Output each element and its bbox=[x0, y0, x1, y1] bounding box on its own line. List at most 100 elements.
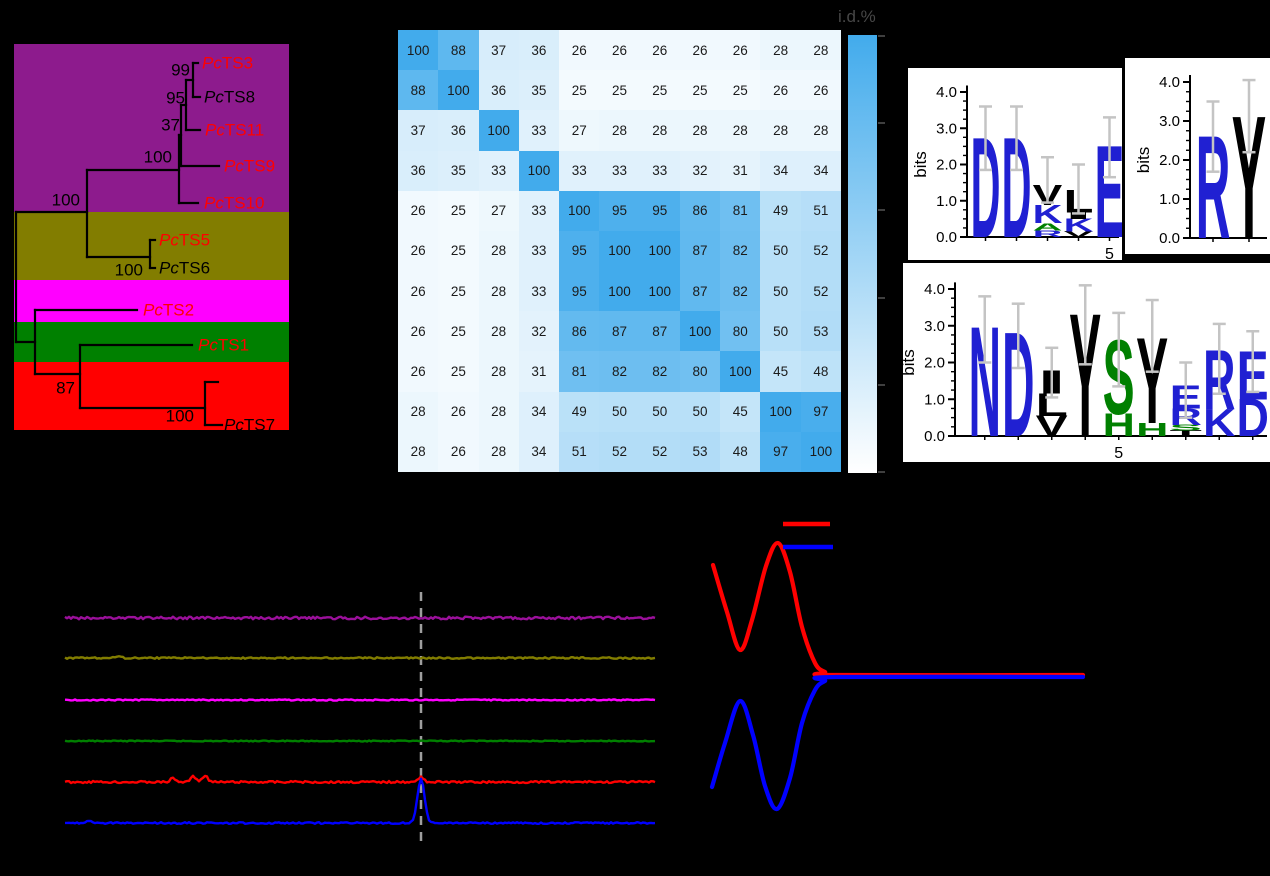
heatmap-cell: 100 bbox=[760, 391, 801, 432]
heatmap-cell: 36 bbox=[518, 30, 560, 71]
heatmap-cell: 33 bbox=[639, 150, 680, 191]
heatmap-cell: 52 bbox=[639, 431, 680, 472]
heatmap-cell: 34 bbox=[518, 391, 560, 432]
colorbar-tick bbox=[878, 471, 885, 473]
logo-letter: V bbox=[1064, 230, 1095, 239]
logo-letter: K bbox=[1033, 200, 1063, 229]
logo-letter: D bbox=[1237, 388, 1269, 448]
colorbar-tick bbox=[878, 122, 885, 125]
heatmap-cell: 25 bbox=[599, 70, 640, 111]
heatmap-cell: 28 bbox=[398, 431, 439, 472]
heatmap-cell: 53 bbox=[800, 311, 841, 352]
heatmap-cell: 26 bbox=[720, 30, 761, 71]
heatmap-cell: 86 bbox=[679, 190, 721, 231]
heatmap-cell: 52 bbox=[599, 431, 640, 472]
clade-magenta bbox=[14, 280, 289, 322]
heatmap-cell: 49 bbox=[559, 391, 600, 432]
heatmap-cell: 52 bbox=[800, 271, 841, 312]
heatmap-cell: 100 bbox=[478, 110, 519, 151]
heatmap-cell: 37 bbox=[398, 110, 439, 151]
heatmap-cell: 26 bbox=[398, 230, 439, 272]
heatmap-cell: 49 bbox=[760, 190, 801, 231]
heatmap-cell: 33 bbox=[518, 190, 560, 231]
trace-green bbox=[64, 739, 656, 743]
heatmap-cell: 50 bbox=[679, 391, 721, 432]
logo-ytick-label: 1.0 bbox=[924, 391, 945, 408]
heatmap-cell: 36 bbox=[478, 70, 519, 111]
tree-tip-label: PcTS9 bbox=[224, 156, 276, 176]
heatmap-cell: 28 bbox=[599, 110, 640, 151]
heatmap-cell: 35 bbox=[438, 150, 479, 191]
heatmap-cell: 28 bbox=[760, 110, 801, 151]
heatmap-cell: 28 bbox=[800, 30, 841, 71]
logo-ytick-label: 2.0 bbox=[936, 157, 957, 174]
logo-ytick-label: 1.0 bbox=[1159, 191, 1180, 208]
heatmap-cell: 100 bbox=[720, 351, 761, 392]
sequence-logo-3: 0.01.02.03.04.0bitsNDVLIYHSHYTSREKRDE5 bbox=[903, 263, 1270, 462]
heatmap-cell: 50 bbox=[639, 391, 680, 432]
heatmap-cell: 25 bbox=[438, 271, 479, 312]
heatmap-cell: 100 bbox=[518, 150, 560, 191]
heatmap-cell: 52 bbox=[800, 230, 841, 272]
tree-tip-label: PcTS5 bbox=[159, 230, 211, 250]
heatmap-cell: 82 bbox=[720, 230, 761, 272]
colorbar-gradient bbox=[848, 35, 877, 473]
heatmap-cell: 100 bbox=[398, 30, 439, 71]
tree-tip-label: PcTS7 bbox=[224, 415, 276, 431]
logo-letter: R bbox=[1033, 229, 1063, 239]
heatmap-cell: 50 bbox=[760, 311, 801, 352]
heatmap-cell: 26 bbox=[800, 70, 841, 111]
heatmap-cell: 45 bbox=[760, 351, 801, 392]
heatmap-cell: 26 bbox=[760, 70, 801, 111]
heatmap-cell: 32 bbox=[679, 150, 721, 191]
heatmap-cell: 27 bbox=[559, 110, 600, 151]
heatmap-cell: 51 bbox=[800, 190, 841, 231]
heatmap-cell: 95 bbox=[639, 190, 680, 231]
heatmap-cell: 53 bbox=[679, 431, 721, 472]
heatmap-cell: 26 bbox=[398, 271, 439, 312]
heatmap-cell: 82 bbox=[599, 351, 640, 392]
curve-blue bbox=[709, 674, 1086, 812]
tree-tip-label: PcTS11 bbox=[205, 120, 265, 140]
bootstrap-value: 100 bbox=[165, 406, 194, 426]
colorbar-label: i.d.% bbox=[838, 7, 876, 26]
heatmap-cell: 87 bbox=[679, 230, 721, 272]
heatmap-cell: 82 bbox=[720, 271, 761, 312]
colorbar-tick bbox=[878, 209, 885, 212]
bootstrap-value: 100 bbox=[114, 260, 143, 280]
heatmap-cell: 88 bbox=[398, 70, 439, 111]
tree-tip-label: PcTS3 bbox=[202, 53, 254, 73]
logo-letter: V bbox=[1036, 410, 1069, 442]
heatmap-cell: 100 bbox=[639, 230, 680, 272]
logo-ytick-label: 4.0 bbox=[924, 281, 945, 298]
heatmap-cell: 100 bbox=[800, 431, 841, 472]
heatmap-cell: 26 bbox=[599, 30, 640, 71]
tree-tip-label: PcTS2 bbox=[143, 300, 195, 320]
heatmap-cell: 33 bbox=[599, 150, 640, 191]
heatmap-cell: 80 bbox=[679, 351, 721, 392]
heatmap-cell: 25 bbox=[720, 70, 761, 111]
heatmap-cell: 33 bbox=[518, 110, 560, 151]
logo-ytick-label: 2.0 bbox=[924, 355, 945, 372]
heatmap-cell: 25 bbox=[438, 190, 479, 231]
logo-letter: K bbox=[1064, 215, 1094, 236]
logo-ytick-label: 2.0 bbox=[1159, 152, 1180, 169]
curve-red bbox=[710, 540, 1086, 678]
heatmap-cell: 32 bbox=[518, 311, 560, 352]
logo-letter: H bbox=[1136, 420, 1168, 441]
heatmap-cell: 28 bbox=[679, 110, 721, 151]
trace-blue bbox=[64, 777, 656, 825]
logo-ytick-label: 1.0 bbox=[936, 193, 957, 210]
heatmap-cell: 82 bbox=[639, 351, 680, 392]
logo-letter: I bbox=[1064, 210, 1094, 221]
trace-purple bbox=[64, 615, 656, 621]
logo-xtick-label: 5 bbox=[1105, 246, 1114, 260]
heatmap-cell: 100 bbox=[679, 311, 721, 352]
heatmap-cell: 87 bbox=[639, 311, 680, 352]
tree-tip-label: PcTS6 bbox=[159, 258, 211, 278]
logo-letter: H bbox=[1103, 408, 1135, 443]
logo-xtick-label: 5 bbox=[1114, 445, 1123, 462]
trace-magenta bbox=[64, 698, 656, 702]
